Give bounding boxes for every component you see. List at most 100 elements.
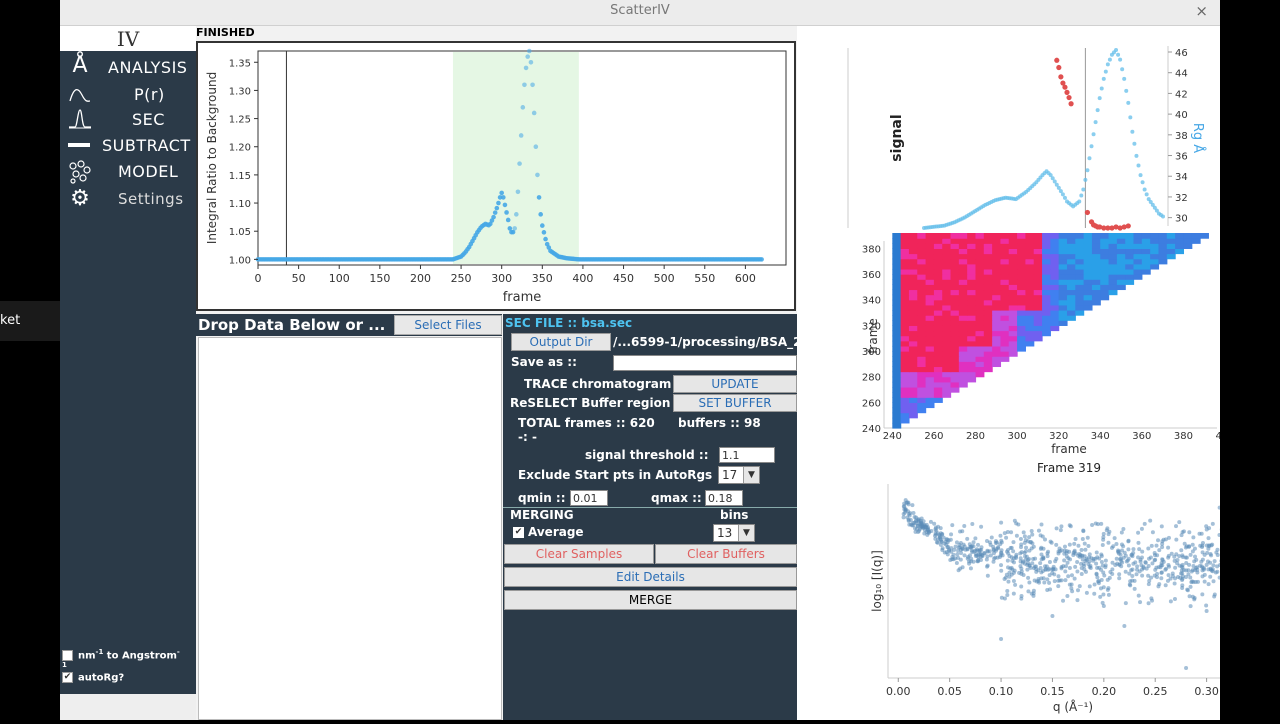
heatmap-x-tick-label: 400 [1215, 431, 1220, 442]
bins-value: 13 [717, 526, 732, 540]
intensity-point [1010, 566, 1014, 570]
similarity-heatmap[interactable]: 240260280300320340360380400 240260280300… [862, 233, 1220, 456]
output-dir-button[interactable]: Output Dir [511, 333, 611, 351]
intensity-point [1149, 556, 1153, 560]
heatmap-cell [1075, 254, 1084, 260]
heatmap-cell [901, 254, 910, 260]
heatmap-cell [1059, 254, 1068, 260]
sidebar-item-analysis[interactable]: Å ANALYSIS [60, 56, 196, 80]
set-buffer-button[interactable]: SET BUFFER [673, 394, 797, 412]
select-files-button[interactable]: Select Files [394, 315, 502, 335]
heatmap-cell [909, 238, 918, 244]
heatmap-cell [942, 387, 951, 393]
signal-point [1120, 67, 1124, 71]
intensity-point [1048, 560, 1052, 564]
heatmap-cell [934, 325, 943, 331]
update-button[interactable]: UPDATE [673, 375, 797, 393]
nm-to-angstrom-checkbox[interactable]: nm-1 to Angstrom-1 [62, 648, 182, 662]
heatmap-cell [959, 254, 968, 260]
chevron-down-icon[interactable]: ▼ [743, 467, 759, 483]
heatmap-cell [1084, 295, 1093, 301]
heatmap-cell [959, 325, 968, 331]
heatmap-cell [1050, 325, 1059, 331]
heatmap-cell [917, 269, 926, 275]
rg-point [1054, 58, 1059, 63]
heatmap-cell [917, 300, 926, 306]
qmax-input[interactable] [705, 490, 743, 506]
heatmap-cell [1075, 238, 1084, 244]
intensity-point [1012, 560, 1016, 564]
heatmap-cell [1109, 243, 1118, 249]
intensity-point [945, 537, 949, 541]
bins-select[interactable]: 13 ▼ [713, 524, 755, 542]
intensity-x-tick-label: 0.30 [1194, 685, 1219, 698]
qmax-label: qmax :: [651, 491, 702, 505]
intensity-point [1107, 530, 1111, 534]
qmin-input[interactable] [570, 490, 608, 506]
exclude-start-select[interactable]: 17 ▼ [718, 466, 760, 484]
intensity-point [1040, 522, 1044, 526]
intensity-point [1174, 538, 1178, 542]
signal-threshold-input[interactable] [719, 447, 775, 463]
intensity-point [1045, 588, 1049, 592]
rg-tick-label: 36 [1175, 152, 1188, 163]
heatmap-cell [959, 320, 968, 326]
checkbox-box[interactable] [62, 650, 73, 661]
chromatogram-point [527, 49, 532, 54]
total-frames-label: TOTAL frames :: 620 [518, 416, 655, 430]
heatmap-cell [967, 315, 976, 321]
intensity-point [1181, 530, 1185, 534]
sidebar-item-subtract[interactable]: SUBTRACT [60, 134, 196, 158]
sidebar-item-model[interactable]: MODEL [60, 160, 196, 184]
intensity-point [1075, 598, 1079, 602]
heatmap-cell [1109, 233, 1118, 239]
heatmap-cell [992, 351, 1001, 357]
heatmap-cell [901, 243, 910, 249]
chevron-down-icon[interactable]: ▼ [738, 525, 754, 541]
heatmap-cell [975, 305, 984, 311]
heatmap-cell [984, 305, 993, 311]
sidebar-item-settings[interactable]: ⚙ Settings [60, 188, 196, 212]
signal-axis-label: signal [889, 114, 905, 161]
intensity-point [917, 529, 921, 533]
heatmap-cell [1075, 295, 1084, 301]
average-checkbox[interactable]: ✔Average [513, 525, 584, 539]
merge-button[interactable]: MERGE [504, 590, 797, 610]
heatmap-cell [926, 387, 935, 393]
save-as-input[interactable] [613, 355, 797, 371]
checkbox-box-checked[interactable]: ✔ [62, 672, 73, 683]
heatmap-cell [967, 300, 976, 306]
intensity-point [1056, 574, 1060, 578]
frame-intensity-chart[interactable]: Frame 319 0.000.050.100.150.200.250.300.… [870, 461, 1220, 714]
autorg-checkbox[interactable]: ✔autoRg? [62, 672, 182, 686]
drop-area[interactable] [198, 337, 502, 720]
clear-buffers-button[interactable]: Clear Buffers [655, 544, 797, 564]
intensity-point [1081, 528, 1085, 532]
heatmap-cell [984, 274, 993, 280]
heatmap-cell [951, 336, 960, 342]
close-icon[interactable]: × [1195, 2, 1208, 20]
intensity-point [1039, 552, 1043, 556]
heatmap-cell [1075, 233, 1084, 239]
heatmap-cell [1125, 279, 1134, 285]
signal-point [1161, 214, 1165, 218]
edit-details-button[interactable]: Edit Details [504, 567, 797, 587]
heatmap-cell [975, 341, 984, 347]
checkbox-box-checked[interactable]: ✔ [513, 527, 524, 538]
heatmap-cell [942, 295, 951, 301]
heatmap-cell [1017, 305, 1026, 311]
heatmap-cell [1117, 269, 1126, 275]
signal-point [1108, 58, 1112, 62]
heatmap-cell [1000, 341, 1009, 347]
y-tick-label: 1.20 [229, 143, 251, 154]
sidebar-item-sec[interactable]: SEC [60, 108, 196, 132]
heatmap-cell [1042, 305, 1051, 311]
sidebar-item-pr[interactable]: P(r) [60, 83, 196, 107]
heatmap-cell [1059, 289, 1068, 295]
clear-samples-button[interactable]: Clear Samples [504, 544, 654, 564]
heatmap-cell [942, 325, 951, 331]
